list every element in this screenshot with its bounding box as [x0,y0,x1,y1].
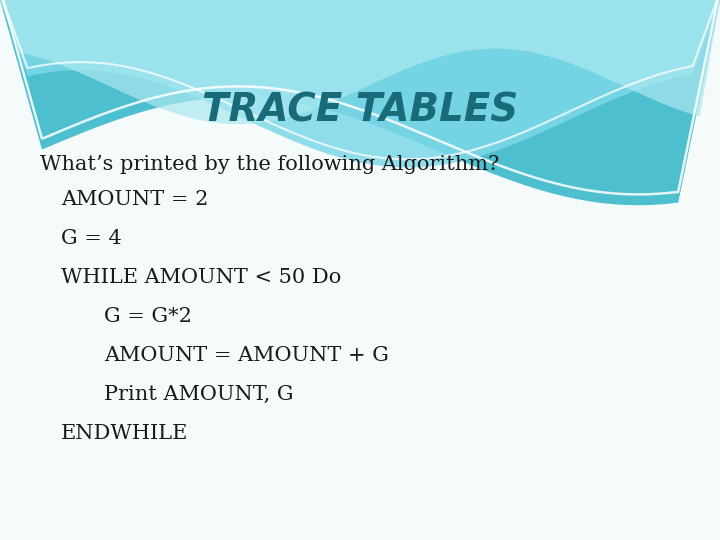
Polygon shape [0,0,720,167]
Text: Print AMOUNT, G: Print AMOUNT, G [104,384,294,404]
Text: ENDWHILE: ENDWHILE [61,423,189,443]
Text: What’s printed by the following Algorithm?: What’s printed by the following Algorith… [40,155,499,174]
Text: G = G*2: G = G*2 [104,307,192,326]
Polygon shape [0,0,720,205]
Text: TRACE TABLES: TRACE TABLES [202,92,518,130]
Polygon shape [0,0,720,124]
Text: WHILE AMOUNT < 50 Do: WHILE AMOUNT < 50 Do [61,268,341,287]
Text: AMOUNT = AMOUNT + G: AMOUNT = AMOUNT + G [104,346,390,365]
Text: AMOUNT = 2: AMOUNT = 2 [61,190,209,210]
Text: G = 4: G = 4 [61,229,122,248]
